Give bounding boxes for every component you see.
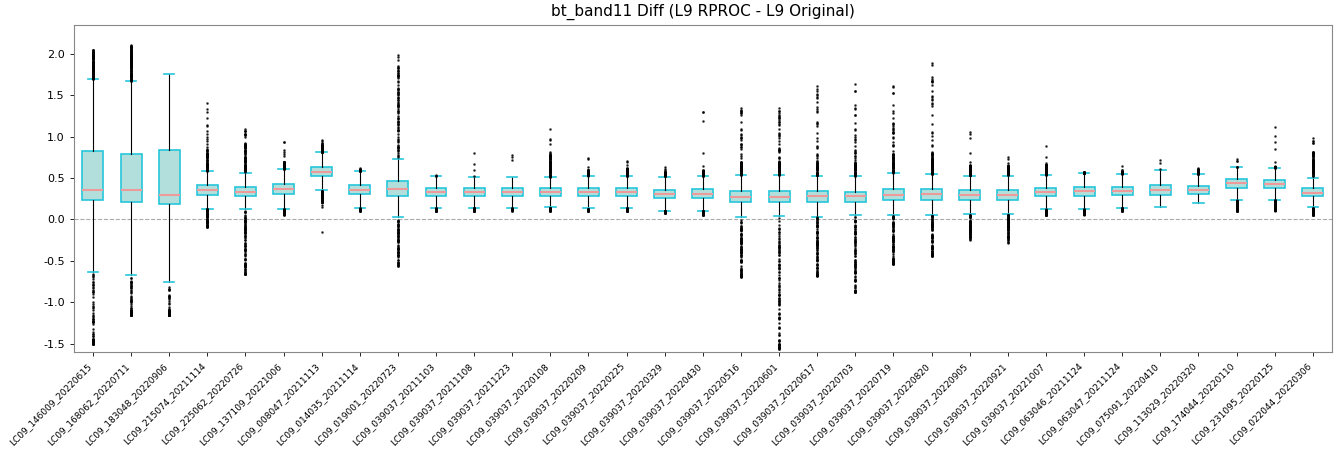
PathPatch shape <box>731 191 751 202</box>
PathPatch shape <box>311 166 333 176</box>
PathPatch shape <box>235 187 257 196</box>
PathPatch shape <box>655 189 675 198</box>
PathPatch shape <box>196 185 218 195</box>
PathPatch shape <box>159 150 179 204</box>
PathPatch shape <box>1035 188 1057 196</box>
PathPatch shape <box>426 188 446 196</box>
PathPatch shape <box>616 188 637 196</box>
PathPatch shape <box>1112 187 1133 195</box>
Title: bt_band11 Diff (L9 RPROC - L9 Original): bt_band11 Diff (L9 RPROC - L9 Original) <box>550 4 855 20</box>
PathPatch shape <box>387 181 409 196</box>
PathPatch shape <box>1264 180 1285 188</box>
PathPatch shape <box>692 189 713 198</box>
PathPatch shape <box>959 190 981 200</box>
PathPatch shape <box>349 185 370 194</box>
PathPatch shape <box>921 189 942 200</box>
PathPatch shape <box>83 152 103 200</box>
PathPatch shape <box>883 189 904 200</box>
PathPatch shape <box>844 192 866 202</box>
PathPatch shape <box>1074 187 1094 196</box>
PathPatch shape <box>464 189 485 196</box>
PathPatch shape <box>807 191 828 202</box>
PathPatch shape <box>540 188 561 196</box>
PathPatch shape <box>1150 185 1170 195</box>
PathPatch shape <box>1303 188 1323 196</box>
PathPatch shape <box>998 190 1018 200</box>
PathPatch shape <box>578 188 599 196</box>
PathPatch shape <box>1188 186 1209 194</box>
PathPatch shape <box>120 154 142 202</box>
PathPatch shape <box>768 191 790 202</box>
PathPatch shape <box>502 189 522 196</box>
PathPatch shape <box>1226 179 1246 188</box>
PathPatch shape <box>273 184 294 194</box>
